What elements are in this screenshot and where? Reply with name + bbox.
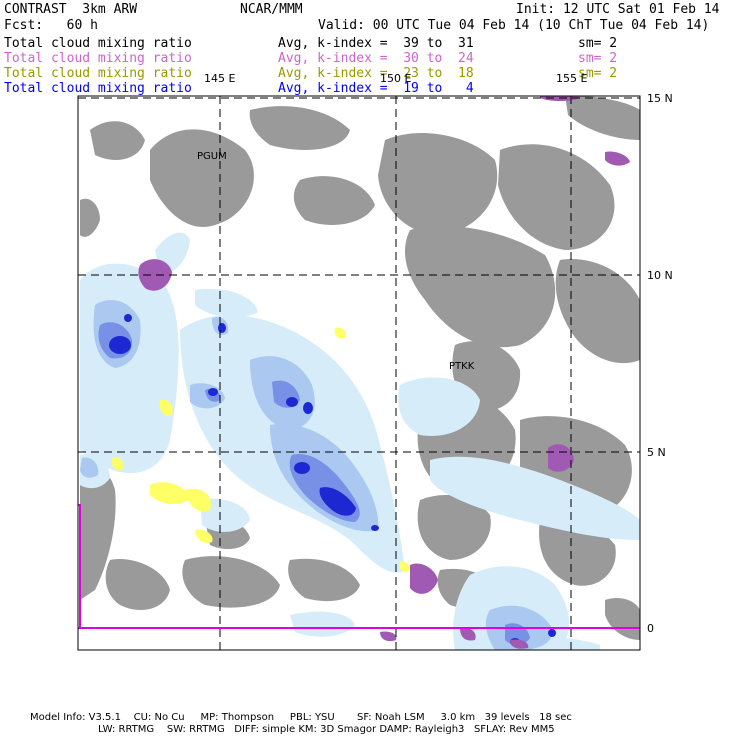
grey-cloud-areas bbox=[80, 96, 640, 640]
longitude-label-145e: 145 E bbox=[204, 72, 236, 85]
yellow-cloud-areas bbox=[111, 327, 410, 573]
legend-range-4: Avg, k-index = 19 to 4 bbox=[278, 81, 474, 96]
valid-time: Valid: 00 UTC Tue 04 Feb 14 (10 ChT Tue … bbox=[318, 18, 710, 33]
domain-boundary-line bbox=[78, 504, 81, 628]
legend-smoothing-3: sm= 2 bbox=[578, 66, 618, 81]
legend-field-4: Total cloud mixing ratio bbox=[4, 81, 192, 96]
lat-lon-grid bbox=[78, 96, 640, 650]
organization-label: NCAR/MMM bbox=[240, 2, 303, 17]
map-frame bbox=[77, 95, 641, 651]
legend-field-3: Total cloud mixing ratio bbox=[4, 66, 192, 81]
latitude-label-5n: 5 N bbox=[647, 446, 666, 459]
longitude-label-150e: 150 E bbox=[380, 72, 412, 85]
legend-smoothing-1: sm= 2 bbox=[578, 36, 618, 51]
latitude-label-equator: 0 bbox=[647, 622, 654, 635]
station-label-pgum: PGUM bbox=[197, 151, 227, 162]
legend-range-1: Avg, k-index = 39 to 31 bbox=[278, 36, 474, 51]
legend-smoothing-2: sm= 2 bbox=[578, 51, 618, 66]
forecast-hour: Fcst: 60 h bbox=[4, 18, 98, 33]
map-field-layer bbox=[78, 96, 640, 650]
forecast-map bbox=[77, 95, 641, 651]
station-label-ptkk: PTKK bbox=[449, 361, 475, 372]
model-info-line-1: Model Info: V3.5.1 CU: No Cu MP: Thompso… bbox=[30, 712, 572, 723]
latitude-label-15n: 15 N bbox=[647, 92, 673, 105]
latitude-label-10n: 10 N bbox=[647, 269, 673, 282]
legend-range-2: Avg, k-index = 30 to 24 bbox=[278, 51, 474, 66]
legend-range-3: Avg, k-index = 23 to 18 bbox=[278, 66, 474, 81]
legend-field-2: Total cloud mixing ratio bbox=[4, 51, 192, 66]
legend-field-1: Total cloud mixing ratio bbox=[4, 36, 192, 51]
magenta-cloud-areas bbox=[138, 96, 630, 649]
longitude-label-155e: 155 E bbox=[556, 72, 588, 85]
init-time: Init: 12 UTC Sat 01 Feb 14 bbox=[516, 2, 720, 17]
model-info-line-2: LW: RRTMG SW: RRTMG DIFF: simple KM: 3D … bbox=[98, 724, 555, 735]
deep-blue-cloud-cores bbox=[109, 314, 556, 646]
model-title: CONTRAST 3km ARW bbox=[4, 2, 138, 17]
